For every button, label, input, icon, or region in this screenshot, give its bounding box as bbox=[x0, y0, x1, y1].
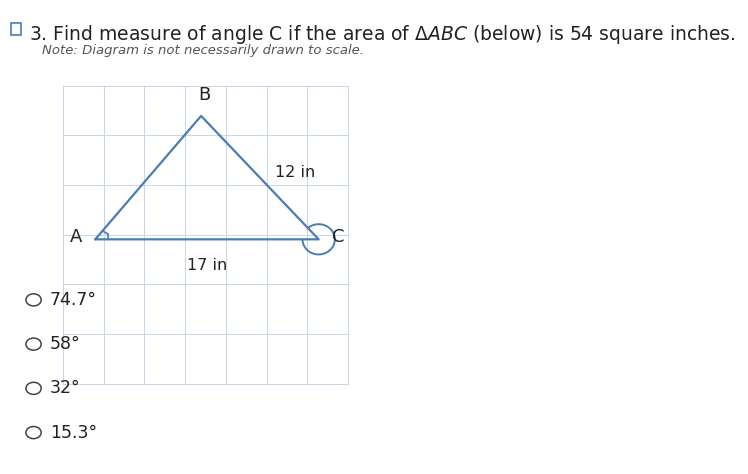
Text: C: C bbox=[331, 228, 344, 246]
Text: A: A bbox=[70, 228, 82, 246]
Text: Note: Diagram is not necessarily drawn to scale.: Note: Diagram is not necessarily drawn t… bbox=[43, 44, 364, 57]
Text: B: B bbox=[198, 86, 210, 104]
Text: 58°: 58° bbox=[50, 335, 81, 353]
Text: 74.7°: 74.7° bbox=[50, 291, 97, 309]
Text: 3. Find measure of angle C if the area of $\mathit{\Delta}$$\mathit{ABC}$ (below: 3. Find measure of angle C if the area o… bbox=[29, 23, 736, 46]
Text: 17 in: 17 in bbox=[187, 258, 227, 273]
Text: 12 in: 12 in bbox=[275, 165, 315, 181]
Text: 32°: 32° bbox=[50, 379, 81, 397]
Text: 15.3°: 15.3° bbox=[50, 424, 97, 442]
